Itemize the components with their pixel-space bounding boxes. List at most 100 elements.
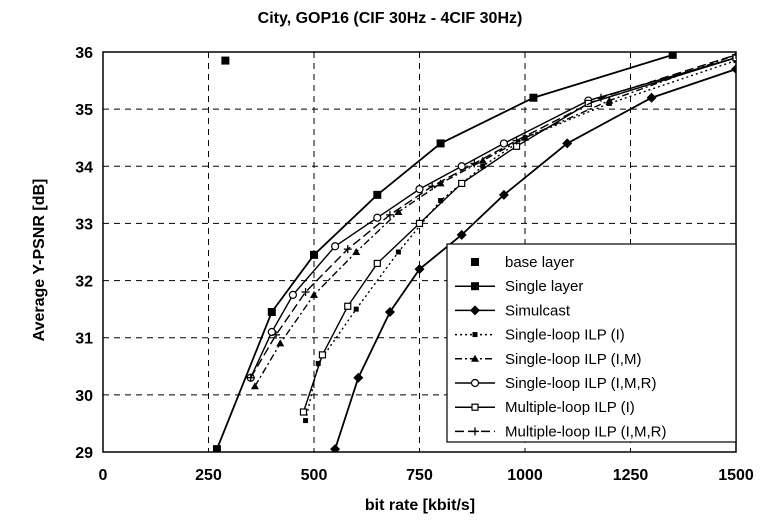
series-line [250, 57, 736, 379]
x-tick-label: 0 [99, 467, 108, 484]
series-3 [330, 64, 736, 452]
data-point [472, 332, 478, 338]
data-point [428, 182, 437, 191]
x-tick-label: 1500 [718, 467, 754, 484]
data-point [456, 229, 467, 240]
data-point [471, 258, 479, 266]
legend-item: Single-loop ILP (I,M) [455, 351, 641, 368]
data-point [303, 418, 309, 424]
data-point [562, 138, 573, 149]
legend-label: Multiple-loop ILP (I,M,R) [505, 423, 666, 440]
data-point [310, 250, 318, 259]
legend-item: Simulcast [455, 302, 571, 319]
legend-item: Single layer [455, 278, 583, 295]
data-point [731, 64, 736, 75]
legend-label: Single-loop ILP (I,M) [505, 351, 641, 368]
data-point [521, 133, 529, 141]
data-point [470, 378, 480, 388]
data-point [385, 210, 394, 219]
legend-item: base layer [471, 254, 574, 271]
data-point [478, 156, 487, 164]
data-point [480, 163, 486, 169]
data-point [646, 92, 657, 103]
data-point [394, 208, 403, 215]
data-point [436, 179, 445, 187]
legend-label: Simulcast [505, 302, 571, 319]
data-point [470, 305, 480, 316]
y-tick-label: 29 [75, 445, 93, 462]
y-tick-label: 30 [75, 388, 93, 405]
data-point [436, 139, 445, 148]
y-tick-label: 34 [75, 159, 93, 176]
data-point [343, 245, 352, 254]
x-tick-label: 1000 [507, 467, 543, 484]
data-point [529, 93, 538, 102]
y-tick-label: 36 [75, 45, 93, 62]
legend-label: Single-loop ILP (I,M,R) [505, 375, 656, 392]
y-tick-label: 31 [75, 331, 93, 348]
data-point [438, 198, 444, 204]
data-point [415, 185, 424, 194]
x-axis-label: bit rate [kbit/s] [364, 497, 476, 514]
legend-item: Multiple-loop ILP (I,M,R) [455, 423, 666, 440]
series-5 [250, 52, 736, 390]
data-point [344, 302, 352, 310]
legend-label: base layer [505, 254, 574, 271]
x-tick-label: 250 [195, 467, 222, 484]
data-point [458, 179, 466, 188]
data-point [732, 54, 736, 62]
legend-item: Multiple-loop ILP (I) [455, 399, 635, 416]
data-point [331, 242, 340, 251]
series-line [254, 54, 736, 387]
series-group [212, 52, 736, 452]
data-point [470, 159, 479, 168]
tick-labels: 0 250 500 750 1000 1250 1500 29 30 31 32 33 34 35 36 [75, 45, 754, 484]
x-tick-label: 1250 [613, 467, 649, 484]
legend-item: Single-loop ILP (I) [455, 327, 625, 344]
data-point [471, 427, 479, 436]
x-tick-label: 500 [301, 467, 328, 484]
data-point [353, 372, 364, 383]
data-point [395, 249, 401, 255]
chart-title: City, GOP16 (CIF 30Hz - 4CIF 30Hz) [257, 10, 523, 27]
data-point [471, 354, 479, 362]
data-point [668, 52, 677, 59]
legend: base layer Single layer Simulcast Single-lo… [446, 243, 737, 443]
series-line [304, 59, 736, 421]
series-8 [246, 52, 736, 382]
data-point [471, 403, 479, 411]
legend-label: Single layer [505, 278, 583, 295]
data-point [212, 445, 221, 452]
data-point [272, 330, 281, 339]
data-point [353, 306, 359, 312]
legend-item: Single-loop ILP (I,M,R) [455, 375, 656, 392]
y-tick-label: 33 [75, 216, 93, 233]
series-2 [212, 52, 677, 452]
y-tick-label: 35 [75, 102, 93, 119]
data-point [250, 382, 259, 390]
data-point [288, 290, 297, 299]
data-point [310, 290, 318, 298]
data-point [221, 56, 230, 65]
data-point [499, 139, 508, 148]
data-point [373, 190, 382, 199]
data-point [373, 259, 381, 268]
data-point [414, 264, 425, 275]
data-point [246, 373, 255, 382]
data-point [276, 339, 285, 347]
legend-label: Multiple-loop ILP (I) [505, 399, 635, 416]
data-point [512, 136, 521, 145]
data-point [299, 408, 308, 416]
legend-box [446, 243, 737, 443]
data-point [267, 308, 276, 316]
data-point [373, 213, 382, 222]
data-point [596, 93, 605, 102]
data-point [384, 307, 395, 317]
data-point [267, 327, 276, 337]
series-1 [221, 56, 230, 65]
legend-label: Single-loop ILP (I) [505, 327, 625, 344]
data-point [732, 52, 736, 59]
data-point [315, 360, 321, 366]
y-tick-label: 32 [75, 274, 93, 291]
